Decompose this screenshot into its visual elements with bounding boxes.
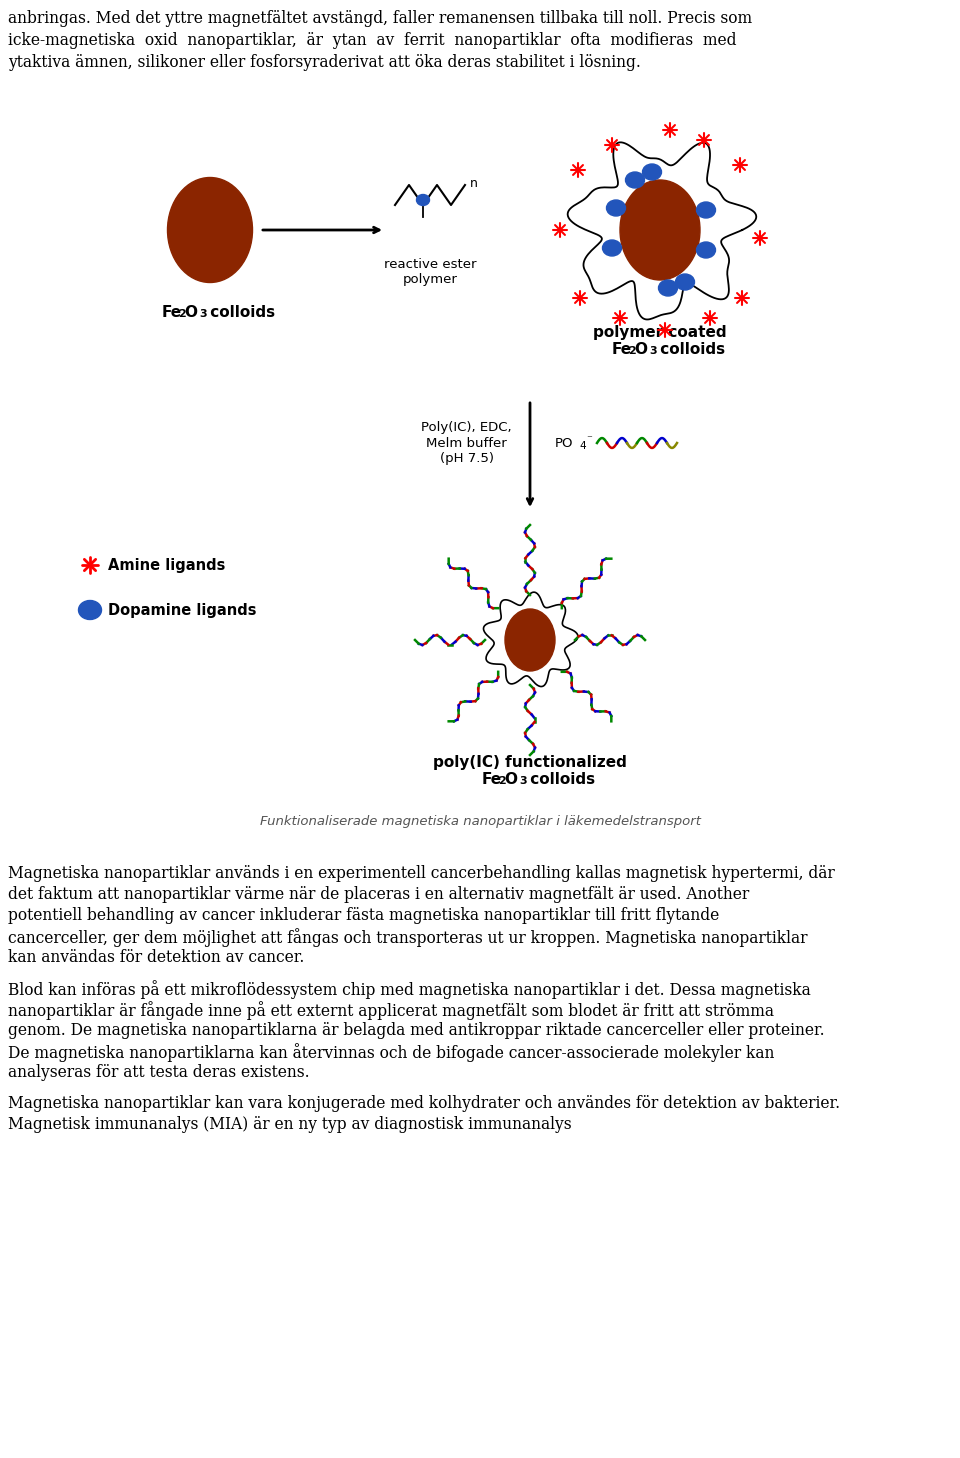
Ellipse shape [167, 178, 252, 283]
Text: Dopamine ligands: Dopamine ligands [108, 602, 256, 618]
Text: Fe: Fe [612, 343, 632, 357]
Text: cancerceller, ger dem möjlighet att fångas och transporteras ut ur kroppen. Magn: cancerceller, ger dem möjlighet att fång… [8, 927, 807, 946]
Text: Poly(IC), EDC,
Melm buffer
(pH 7.5): Poly(IC), EDC, Melm buffer (pH 7.5) [421, 421, 512, 465]
Text: Magnetiska nanopartiklar kan vara konjugerade med kolhydrater och användes för d: Magnetiska nanopartiklar kan vara konjug… [8, 1095, 840, 1112]
Text: polymer coated: polymer coated [593, 325, 727, 340]
Text: colloids: colloids [655, 343, 725, 357]
Text: Fe: Fe [162, 305, 182, 319]
Ellipse shape [676, 274, 694, 290]
Text: colloids: colloids [525, 771, 595, 787]
Text: 2: 2 [628, 346, 636, 356]
Text: nanopartiklar är fångade inne på ett externt applicerat magnetfält som blodet är: nanopartiklar är fångade inne på ett ext… [8, 1002, 774, 1021]
Ellipse shape [642, 163, 661, 179]
Text: analyseras för att testa deras existens.: analyseras för att testa deras existens. [8, 1064, 310, 1080]
Text: n: n [470, 176, 478, 190]
Ellipse shape [79, 601, 102, 620]
Ellipse shape [603, 241, 621, 257]
Text: ⁻: ⁻ [586, 434, 592, 445]
Text: Funktionaliserade magnetiska nanopartiklar i läkemedelstransport: Funktionaliserade magnetiska nanopartikl… [259, 815, 701, 828]
Text: reactive ester
polymer: reactive ester polymer [384, 258, 476, 286]
Text: 3: 3 [649, 346, 657, 356]
Text: O: O [504, 771, 517, 787]
Text: anbringas. Med det yttre magnetfältet avstängd, faller remanensen tillbaka till : anbringas. Med det yttre magnetfältet av… [8, 10, 752, 28]
Text: Fe: Fe [482, 771, 502, 787]
Ellipse shape [607, 200, 626, 216]
Text: 3: 3 [199, 309, 206, 319]
Ellipse shape [626, 172, 644, 188]
Ellipse shape [697, 203, 715, 219]
Ellipse shape [505, 609, 555, 671]
Text: Magnetiska nanopartiklar används i en experimentell cancerbehandling kallas magn: Magnetiska nanopartiklar används i en ex… [8, 865, 835, 882]
Ellipse shape [620, 179, 700, 280]
Polygon shape [567, 143, 756, 319]
Ellipse shape [417, 194, 429, 206]
Text: 3: 3 [519, 776, 527, 786]
Text: 2: 2 [498, 776, 506, 786]
Text: O: O [634, 343, 647, 357]
Text: PO: PO [555, 436, 573, 449]
Text: colloids: colloids [205, 305, 276, 319]
Text: Magnetisk immunanalys (MIA) är en ny typ av diagnostisk immunanalys: Magnetisk immunanalys (MIA) är en ny typ… [8, 1115, 571, 1133]
Text: 2: 2 [178, 309, 185, 319]
Text: kan användas för detektion av cancer.: kan användas för detektion av cancer. [8, 949, 304, 967]
Ellipse shape [659, 280, 678, 296]
Text: 4: 4 [579, 440, 586, 451]
Text: genom. De magnetiska nanopartiklarna är belagda med antikroppar riktade cancerce: genom. De magnetiska nanopartiklarna är … [8, 1022, 825, 1040]
Text: O: O [184, 305, 197, 319]
Text: ytaktiva ämnen, silikoner eller fosforsyraderivat att öka deras stabilitet i lös: ytaktiva ämnen, silikoner eller fosforsy… [8, 54, 641, 71]
Text: det faktum att nanopartiklar värme när de placeras i en alternativ magnetfält är: det faktum att nanopartiklar värme när d… [8, 886, 749, 903]
Text: icke-magnetiska  oxid  nanopartiklar,  är  ytan  av  ferrit  nanopartiklar  ofta: icke-magnetiska oxid nanopartiklar, är y… [8, 32, 736, 50]
Text: Blod kan införas på ett mikroflödessystem chip med magnetiska nanopartiklar i de: Blod kan införas på ett mikroflödessyste… [8, 980, 811, 999]
Text: Amine ligands: Amine ligands [108, 557, 226, 573]
Text: De magnetiska nanopartiklarna kan återvinnas och de bifogade cancer-associerade : De magnetiska nanopartiklarna kan återvi… [8, 1042, 775, 1061]
Text: potentiell behandling av cancer inkluderar fästa magnetiska nanopartiklar till f: potentiell behandling av cancer inkluder… [8, 907, 719, 924]
Ellipse shape [697, 242, 715, 258]
Text: poly(IC) functionalized: poly(IC) functionalized [433, 755, 627, 770]
Polygon shape [484, 592, 578, 687]
